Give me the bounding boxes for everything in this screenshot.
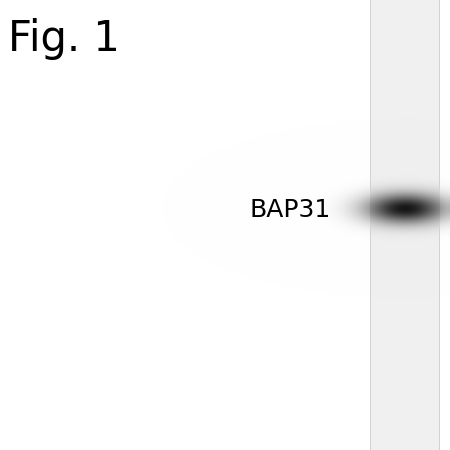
- Text: Fig. 1: Fig. 1: [8, 18, 120, 60]
- Text: BAP31: BAP31: [250, 198, 331, 222]
